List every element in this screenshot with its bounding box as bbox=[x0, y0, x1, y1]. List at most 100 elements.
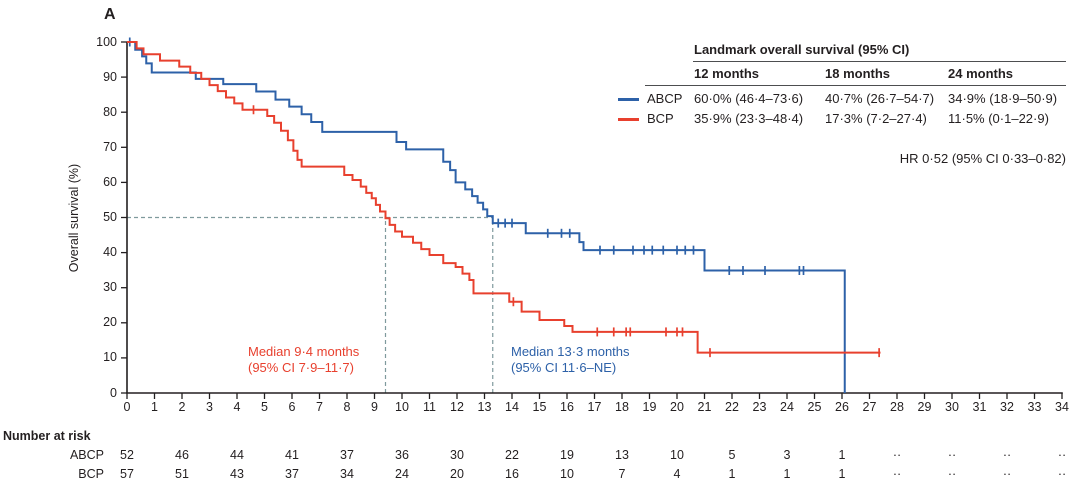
risk-count: 13 bbox=[615, 448, 629, 462]
x-tick-label: 17 bbox=[587, 400, 602, 414]
risk-count: 41 bbox=[285, 448, 299, 462]
abcp-median-line2: (95% CI 11·6–NE) bbox=[511, 359, 617, 375]
x-tick-label: 25 bbox=[807, 400, 822, 414]
x-tick-label: 3 bbox=[206, 400, 213, 414]
risk-count: 20 bbox=[450, 467, 464, 481]
x-tick-label: 15 bbox=[532, 400, 547, 414]
y-tick-label: 90 bbox=[103, 69, 117, 84]
y-tick-label: 0 bbox=[110, 385, 117, 400]
abcp-12mo-value: 60·0% (46·4–73·6) bbox=[694, 91, 804, 106]
x-tick-label: 30 bbox=[945, 400, 959, 414]
landmark-survival-table: Landmark overall survival (95% CI) 12 mo… bbox=[612, 42, 1068, 134]
abcp-line-swatch bbox=[618, 98, 639, 101]
risk-count: 5 bbox=[728, 448, 736, 462]
legend-rule-mid bbox=[645, 85, 1066, 87]
bcp-median-line1: Median 9·4 months bbox=[248, 344, 360, 359]
y-tick-label: 60 bbox=[103, 174, 117, 189]
risk-counts-bcp: 57 51 43 37 34 24 20 16 10 7 4 1 1 1 ·· ·· ·· ·· bbox=[0, 467, 1080, 482]
risk-count: 19 bbox=[560, 448, 574, 462]
abcp-24mo-value: 34·9% (18·9–50·9) bbox=[948, 91, 1058, 106]
risk-count: 24 bbox=[395, 467, 409, 481]
risk-count: 10 bbox=[560, 467, 574, 481]
bcp-series-label: BCP bbox=[647, 111, 674, 126]
risk-count: 57 bbox=[120, 467, 134, 481]
y-tick-label: 70 bbox=[103, 139, 117, 154]
x-tick-label: 5 bbox=[261, 400, 268, 414]
x-tick-label: 13 bbox=[477, 400, 492, 414]
x-tick-label: 23 bbox=[752, 400, 767, 414]
risk-row-label-abcp: ABCP bbox=[69, 448, 104, 462]
legend-rule-top bbox=[693, 61, 1066, 63]
x-tick-label: 22 bbox=[725, 400, 739, 414]
x-tick-label: 26 bbox=[835, 400, 849, 414]
risk-count: 37 bbox=[285, 467, 299, 481]
risk-count: ·· bbox=[1002, 467, 1012, 481]
risk-count: 34 bbox=[340, 467, 354, 481]
risk-count: 1 bbox=[783, 467, 791, 481]
x-tick-label: 2 bbox=[178, 400, 186, 414]
risk-count: 46 bbox=[175, 448, 189, 462]
y-tick-label: 40 bbox=[103, 245, 117, 260]
abcp-median-line1: Median 13·3 months bbox=[511, 344, 630, 359]
x-tick-label: 27 bbox=[862, 400, 877, 414]
risk-count: 37 bbox=[340, 448, 354, 462]
x-tick-label: 18 bbox=[615, 400, 629, 414]
x-tick-label: 6 bbox=[288, 400, 296, 414]
risk-count: ·· bbox=[947, 467, 957, 481]
x-tick-label: 11 bbox=[423, 400, 436, 414]
x-tick-label: 34 bbox=[1055, 400, 1069, 414]
x-tick-label: 19 bbox=[642, 400, 657, 414]
risk-count: 51 bbox=[175, 467, 189, 481]
x-tick-label: 33 bbox=[1027, 400, 1042, 414]
x-tick-label: 8 bbox=[343, 400, 351, 414]
x-tick-label: 14 bbox=[505, 400, 519, 414]
risk-count: ·· bbox=[1057, 467, 1067, 481]
x-tick-label: 29 bbox=[917, 400, 932, 414]
bcp-median-line2: (95% CI 7·9–11·7) bbox=[248, 359, 354, 375]
risk-row-label-bcp: BCP bbox=[78, 467, 104, 481]
hazard-ratio-note: HR 0·52 (95% CI 0·33–0·82) bbox=[899, 151, 1066, 166]
x-tick-label: 24 bbox=[780, 400, 794, 414]
panel-label: A bbox=[104, 6, 116, 23]
x-tick-label: 28 bbox=[890, 400, 904, 414]
risk-count: 4 bbox=[673, 467, 681, 481]
risk-count: 52 bbox=[120, 448, 134, 462]
y-tick-label: 20 bbox=[103, 315, 117, 330]
risk-count: ·· bbox=[892, 467, 902, 481]
risk-count: 1 bbox=[728, 467, 736, 481]
bcp-median-annotation: Median 9·4 months (95% CI 7·9–11·7) bbox=[248, 344, 359, 375]
abcp-series-label: ABCP bbox=[647, 91, 683, 106]
risk-count: ·· bbox=[947, 448, 957, 462]
risk-count: 1 bbox=[838, 448, 846, 462]
y-tick-label: 80 bbox=[103, 104, 117, 119]
x-tick-label: 9 bbox=[371, 400, 378, 414]
x-tick-label: 21 bbox=[697, 400, 712, 414]
risk-count: 7 bbox=[618, 467, 626, 481]
risk-count: ·· bbox=[1057, 448, 1067, 462]
x-tick-label: 20 bbox=[670, 400, 684, 414]
legend-col-18mo: 18 months bbox=[825, 66, 891, 81]
y-axis-title: Overall survival (%) bbox=[67, 163, 81, 273]
abcp-18mo-value: 40·7% (26·7–54·7) bbox=[825, 91, 935, 106]
abcp-median-annotation: Median 13·3 months (95% CI 11·6–NE) bbox=[511, 344, 630, 375]
risk-count: 30 bbox=[450, 448, 464, 462]
y-tick-label: 30 bbox=[103, 280, 117, 295]
legend-col-24mo: 24 months bbox=[948, 66, 1014, 81]
risk-count: 16 bbox=[505, 467, 519, 481]
survival-curve-abcp bbox=[127, 41, 846, 393]
y-tick-label: 50 bbox=[103, 210, 117, 224]
number-at-risk-heading: Number at risk bbox=[3, 429, 91, 443]
bcp-24mo-value: 11·5% (0·1–22·9) bbox=[948, 111, 1049, 126]
x-tick-label: 0 bbox=[123, 400, 131, 414]
risk-count: ·· bbox=[892, 448, 902, 462]
x-tick-label: 12 bbox=[450, 400, 464, 414]
risk-count: 3 bbox=[783, 448, 791, 462]
legend-col-12mo: 12 months bbox=[694, 66, 760, 81]
risk-counts-abcp: 52 46 44 41 37 36 30 22 19 13 10 5 3 1 ·· ·· ·· ·· bbox=[0, 448, 1080, 463]
x-tick-label: 1 bbox=[151, 400, 158, 414]
risk-count: ·· bbox=[1002, 448, 1012, 462]
risk-count: 1 bbox=[838, 467, 846, 481]
risk-count: 43 bbox=[230, 467, 244, 481]
